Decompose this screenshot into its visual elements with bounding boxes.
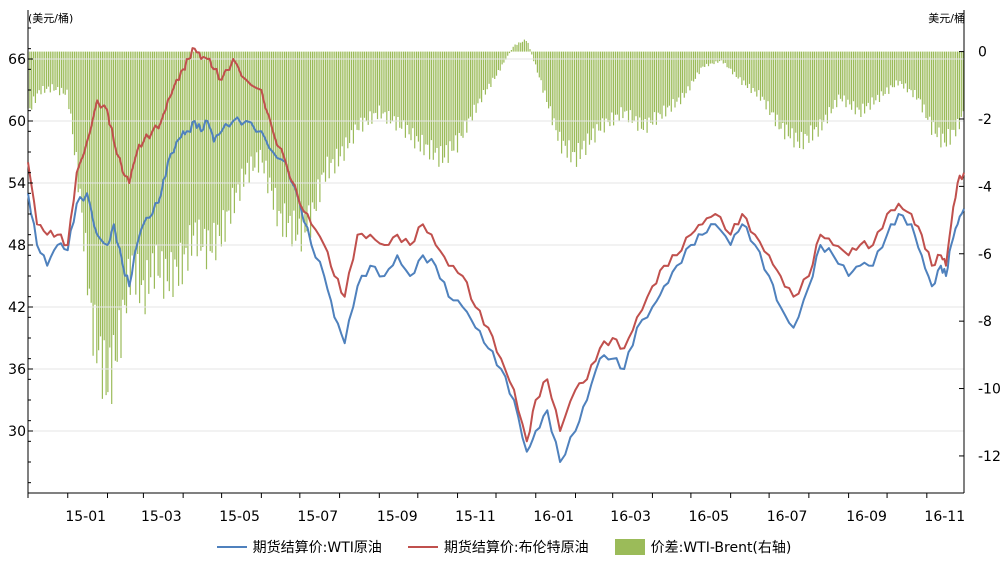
left-tick-label-0: 66	[8, 52, 26, 68]
series-line-wti	[27, 116, 965, 463]
x-tick-label-10: 16-09	[846, 509, 887, 525]
right-tick-label-2: -4	[978, 179, 992, 195]
x-axis-ticks: 15-01 15-03 15-05 15-07 15-09 15-11 16-01 16-03…	[27, 493, 965, 525]
left-tick-label-4: 42	[8, 300, 26, 316]
x-tick-label-9: 16-07	[767, 509, 808, 525]
legend-label-brent: 期货结算价:布伦特原油	[443, 540, 589, 556]
left-tick-label-1: 60	[8, 114, 26, 130]
x-tick-label-7: 16-03	[610, 509, 651, 525]
right-tick-label-4: -8	[978, 314, 992, 330]
right-tick-label-1: -2	[978, 112, 992, 128]
left-tick-label-5: 36	[8, 362, 26, 378]
x-tick-label-0: 15-01	[65, 509, 106, 525]
price-lines	[27, 47, 965, 463]
left-axis-unit: (美元/桶)	[28, 11, 73, 25]
right-tick-label-0: 0	[978, 45, 987, 61]
legend-item-spread: 价差:WTI-Brent(右轴)	[614, 537, 792, 557]
x-tick-label-1: 15-03	[141, 509, 182, 525]
left-tick-label-6: 30	[8, 424, 26, 440]
x-tick-label-6: 16-01	[533, 509, 574, 525]
legend-item-brent: 期货结算价:布伦特原油	[407, 537, 589, 557]
legend-label-wti: 期货结算价:WTI原油	[252, 540, 382, 556]
right-tick-label-5: -10	[978, 382, 1001, 398]
legend-label-spread: 价差:WTI-Brent(右轴)	[650, 540, 792, 556]
x-tick-label-2: 15-05	[219, 509, 260, 525]
left-tick-label-3: 48	[8, 238, 26, 254]
x-tick-label-11: 16-11	[924, 509, 965, 525]
legend-swatch-spread	[614, 539, 645, 555]
gridlines	[28, 58, 964, 432]
x-tick-label-4: 15-09	[377, 509, 418, 525]
legend-swatch-wti	[216, 546, 247, 548]
right-tick-label-3: -6	[978, 247, 992, 263]
legend-item-wti: 期货结算价:WTI原油	[216, 537, 382, 557]
left-tick-label-2: 54	[8, 176, 26, 192]
right-axis-unit: 美元/桶	[928, 11, 965, 25]
right-tick-label-6: -12	[978, 449, 1001, 465]
legend: 期货结算价:WTI原油 期货结算价:布伦特原油 价差:WTI-Brent(右轴)	[0, 534, 1008, 560]
right-axis-ticks: 0 -2 -4 -6 -8 -10 -12	[959, 45, 1001, 465]
legend-swatch-brent	[407, 546, 438, 548]
series-line-brent	[27, 47, 965, 443]
left-axis-ticks: 66 60 54 48 42 36 30	[8, 27, 33, 484]
x-tick-label-3: 15-07	[297, 509, 338, 525]
x-tick-label-8: 16-05	[689, 509, 730, 525]
spread-bars	[27, 39, 964, 404]
x-tick-label-5: 15-11	[455, 509, 496, 525]
